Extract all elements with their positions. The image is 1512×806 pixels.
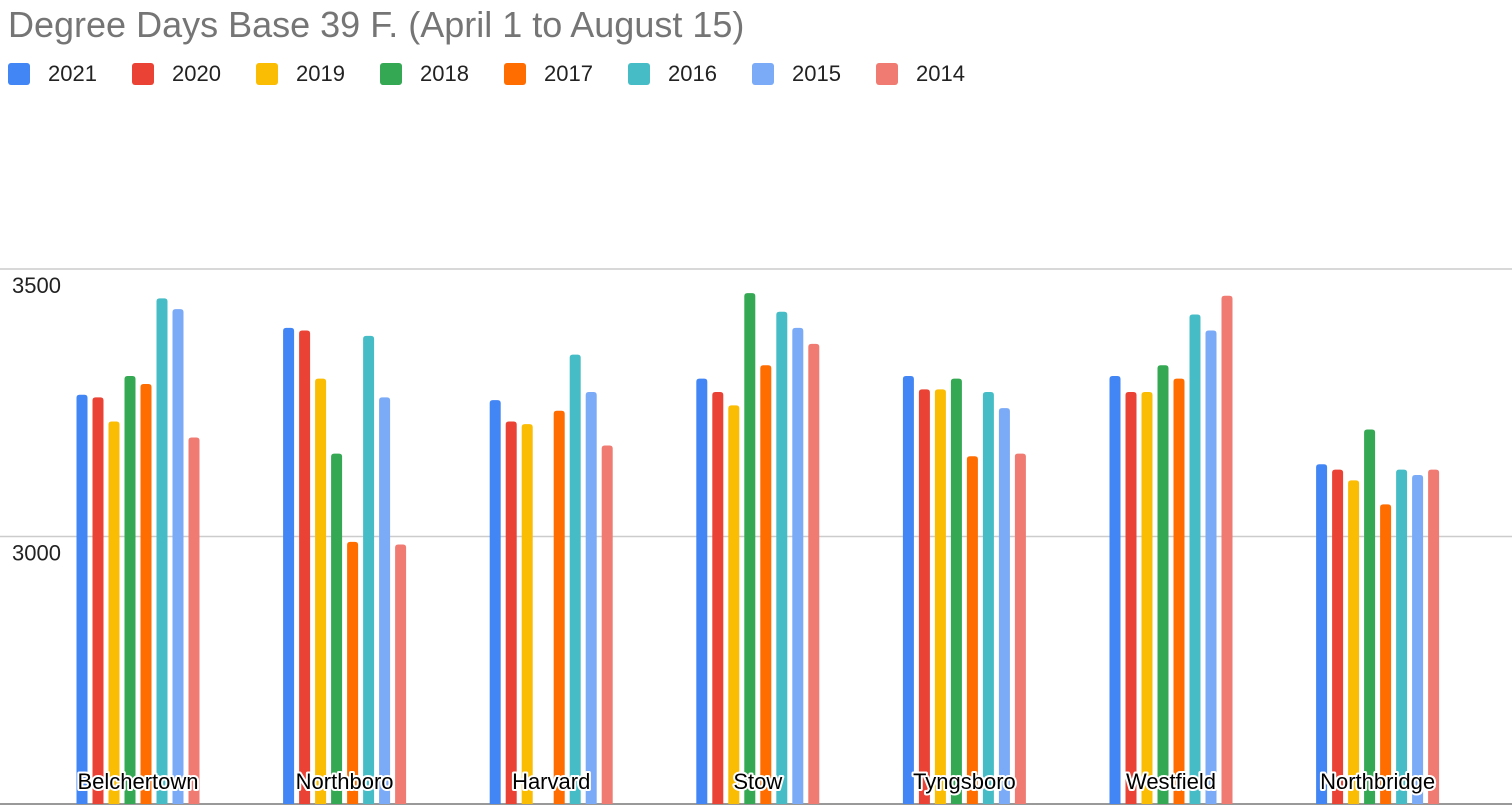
bar-westfield-2015	[1205, 330, 1217, 804]
bar-harvard-2021	[489, 400, 501, 804]
x-tick-label: Northboro	[296, 769, 394, 794]
legend-label: 2020	[172, 61, 221, 86]
x-tick-label: Belchertown	[77, 769, 198, 794]
x-tick-label: Northbridge	[1320, 769, 1435, 794]
x-tick-label: Westfield	[1126, 769, 1216, 794]
bar-northbridge-2014	[1428, 469, 1440, 804]
bar-westfield-2016	[1189, 314, 1201, 804]
bar-northbridge-2018	[1364, 429, 1376, 804]
bar-westfield-2021	[1109, 376, 1121, 804]
bar-belchertown-2020	[92, 397, 104, 804]
bar-northbridge-2015	[1412, 474, 1424, 804]
legend-swatch	[628, 63, 650, 85]
bar-westfield-2020	[1125, 392, 1137, 804]
bar-group-belchertown	[76, 298, 200, 804]
bar-belchertown-2017	[140, 384, 152, 804]
bar-northbridge-2017	[1380, 504, 1392, 804]
bar-northboro-2015	[379, 397, 391, 804]
bar-belchertown-2015	[172, 309, 184, 804]
bar-northboro-2019	[315, 378, 327, 804]
bar-northbridge-2016	[1396, 469, 1408, 804]
x-tick-label: Stow	[733, 769, 782, 794]
bar-belchertown-2016	[156, 298, 168, 804]
y-tick-label: 3000	[12, 541, 61, 566]
bar-stow-2020	[712, 392, 724, 804]
bar-harvard-2019	[521, 424, 533, 804]
legend-item-2019[interactable]: 2019	[256, 61, 380, 87]
legend-label: 2014	[916, 61, 965, 86]
bar-westfield-2018	[1157, 365, 1169, 804]
legend-item-2016[interactable]: 2016	[628, 61, 752, 87]
legend-swatch	[8, 63, 30, 85]
bar-tyngsboro-2017	[966, 456, 978, 804]
legend-label: 2016	[668, 61, 717, 86]
legend-item-2014[interactable]: 2014	[876, 61, 1000, 87]
bar-group-westfield	[1109, 295, 1233, 804]
legend-swatch	[876, 63, 898, 85]
bar-stow-2021	[696, 378, 708, 804]
legend: 2021 2020 2019 2018 2017 2016 2015 2014	[8, 60, 1000, 88]
legend-item-2021[interactable]: 2021	[8, 61, 132, 87]
bar-stow-2014	[808, 343, 820, 804]
bar-northboro-2018	[331, 453, 343, 804]
legend-swatch	[380, 63, 402, 85]
bar-northboro-2014	[395, 544, 407, 804]
bar-group-northbridge	[1316, 429, 1440, 804]
bar-group-harvard	[489, 354, 613, 804]
legend-item-2017[interactable]: 2017	[504, 61, 628, 87]
bar-tyngsboro-2015	[998, 408, 1010, 804]
bar-tyngsboro-2021	[902, 376, 914, 804]
bar-harvard-2014	[601, 445, 613, 804]
bar-tyngsboro-2016	[982, 392, 994, 804]
legend-label: 2018	[420, 61, 469, 86]
legend-label: 2015	[792, 61, 841, 86]
bar-harvard-2015	[585, 392, 597, 804]
bar-northboro-2020	[299, 330, 311, 804]
bar-stow-2017	[760, 365, 772, 804]
bar-westfield-2017	[1173, 378, 1185, 804]
bar-westfield-2014	[1221, 295, 1233, 804]
bar-westfield-2019	[1141, 392, 1153, 804]
legend-label: 2017	[544, 61, 593, 86]
bar-tyngsboro-2019	[934, 389, 946, 804]
bar-tyngsboro-2014	[1014, 453, 1026, 804]
bar-tyngsboro-2018	[950, 378, 962, 804]
bar-northboro-2021	[283, 327, 295, 804]
legend-item-2020[interactable]: 2020	[132, 61, 256, 87]
bar-group-tyngsboro	[902, 376, 1026, 804]
bar-northboro-2017	[347, 541, 359, 804]
legend-swatch	[752, 63, 774, 85]
bar-stow-2015	[792, 327, 804, 804]
bar-northboro-2016	[363, 335, 375, 804]
bar-harvard-2020	[505, 421, 517, 804]
bar-stow-2016	[776, 311, 788, 804]
bar-northbridge-2019	[1348, 480, 1360, 804]
legend-swatch	[132, 63, 154, 85]
bar-tyngsboro-2020	[918, 389, 930, 804]
bar-harvard-2017	[553, 410, 565, 804]
bar-belchertown-2019	[108, 421, 120, 804]
legend-swatch	[504, 63, 526, 85]
bar-harvard-2016	[569, 354, 581, 804]
y-tick-label: 3500	[12, 273, 61, 298]
bar-group-stow	[696, 293, 820, 804]
legend-item-2015[interactable]: 2015	[752, 61, 876, 87]
x-tick-label: Harvard	[512, 769, 590, 794]
legend-swatch	[256, 63, 278, 85]
bar-belchertown-2021	[76, 394, 88, 804]
legend-label: 2019	[296, 61, 345, 86]
x-tick-label: Tyngsboro	[913, 769, 1016, 794]
bar-northbridge-2021	[1316, 464, 1328, 804]
bar-belchertown-2018	[124, 376, 136, 804]
bar-stow-2019	[728, 405, 740, 804]
bar-stow-2018	[744, 293, 756, 804]
bar-group-northboro	[283, 327, 407, 804]
legend-label: 2021	[48, 61, 97, 86]
chart-title: Degree Days Base 39 F. (April 1 to Augus…	[8, 4, 745, 45]
legend-item-2018[interactable]: 2018	[380, 61, 504, 87]
bar-northbridge-2020	[1332, 469, 1344, 804]
bar-belchertown-2014	[188, 437, 200, 804]
